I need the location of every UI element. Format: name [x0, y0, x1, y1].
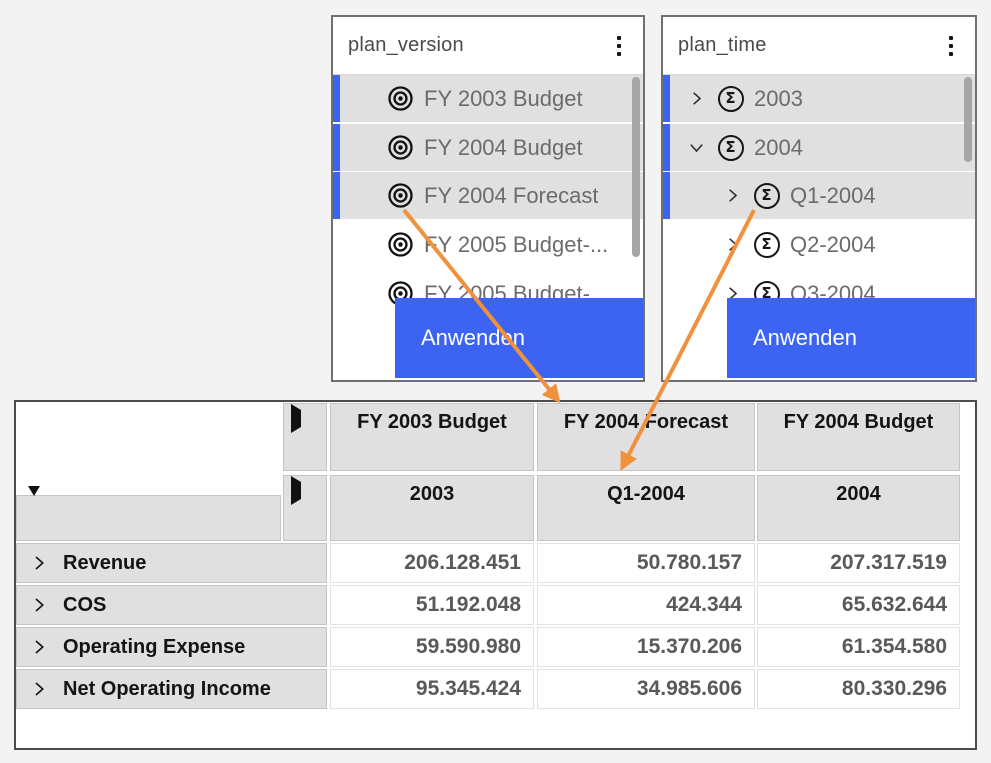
vertical-scrollbar[interactable] [964, 77, 972, 162]
chevron-right-icon [35, 640, 44, 654]
target-member-icon [387, 85, 414, 112]
sigma-rollup-icon: Σ [717, 134, 744, 161]
data-cell[interactable]: 65.632.644 [757, 585, 960, 625]
sigma-rollup-icon: Σ [753, 231, 780, 258]
tree-item-label: FY 2005 Budget-... [424, 231, 609, 257]
chevron-right-icon[interactable] [683, 86, 709, 112]
panel-header: plan_version [333, 17, 643, 75]
tree-item-fy2004-budget[interactable]: FY 2004 Budget [333, 124, 643, 171]
chevron-right-icon [35, 556, 44, 570]
column-subheader[interactable]: 2004 [757, 475, 960, 541]
chevron-spacer [353, 232, 379, 258]
tree-item-label: Q2-2004 [790, 231, 876, 257]
tree-item-label: Q1-2004 [790, 182, 876, 208]
filter-panel-plan-version: plan_version FY 2003 Budget FY 2004 Budg… [331, 15, 645, 382]
column-subheader[interactable]: Q1-2004 [537, 475, 755, 541]
row-label: Net Operating Income [63, 677, 271, 700]
triangle-right-icon [291, 476, 301, 505]
target-member-icon [387, 182, 414, 209]
row-header-revenue[interactable]: Revenue [16, 543, 327, 583]
panel-title: plan_time [678, 34, 767, 56]
tree-item-label: FY 2004 Forecast [424, 182, 599, 208]
tree-item-2003[interactable]: Σ 2003 [663, 75, 975, 122]
row-dimension-cell[interactable] [16, 486, 281, 541]
data-cell[interactable]: 61.354.580 [757, 627, 960, 667]
chevron-down-icon[interactable] [683, 135, 709, 161]
tree-item-label: 2004 [754, 134, 803, 160]
triangle-right-icon [291, 404, 301, 433]
sigma-rollup-icon: Σ [753, 182, 780, 209]
chevron-spacer [353, 183, 379, 209]
column-subheader[interactable]: 2003 [330, 475, 534, 541]
row-header-operating-expense[interactable]: Operating Expense [16, 627, 327, 667]
column-subheader-expander[interactable] [283, 475, 327, 541]
chevron-right-icon [35, 682, 44, 696]
tree-item-q2-2004[interactable]: Σ Q2-2004 [663, 221, 975, 268]
tree-item-fy2004-forecast[interactable]: FY 2004 Forecast [333, 172, 643, 219]
data-cell[interactable]: 95.345.424 [330, 669, 534, 709]
tree-item-fy2003-budget[interactable]: FY 2003 Budget [333, 75, 643, 122]
tree-item-q1-2004[interactable]: Σ Q1-2004 [663, 172, 975, 219]
data-cell[interactable]: 50.780.157 [537, 543, 755, 583]
row-label: Operating Expense [63, 635, 246, 658]
data-cell[interactable]: 207.317.519 [757, 543, 960, 583]
tree-item-label: FY 2003 Budget [424, 85, 583, 111]
data-cell[interactable]: 424.344 [537, 585, 755, 625]
tree-item-label: FY 2004 Budget [424, 134, 583, 160]
data-cell[interactable]: 206.128.451 [330, 543, 534, 583]
kebab-menu-icon[interactable] [613, 32, 625, 60]
panel-title: plan_version [348, 34, 464, 56]
column-header[interactable]: FY 2004 Forecast [537, 403, 755, 471]
row-header-net-operating-income[interactable]: Net Operating Income [16, 669, 327, 709]
data-cell[interactable]: 34.985.606 [537, 669, 755, 709]
chevron-right-icon [35, 598, 44, 612]
target-member-icon [387, 231, 414, 258]
column-header[interactable]: FY 2004 Budget [757, 403, 960, 471]
data-cell[interactable]: 51.192.048 [330, 585, 534, 625]
tree-item-fy2005-budget-1[interactable]: FY 2005 Budget-... [333, 221, 643, 268]
data-cell[interactable]: 59.590.980 [330, 627, 534, 667]
triangle-down-icon [28, 486, 40, 513]
data-grid: FY 2003 Budget FY 2004 Forecast FY 2004 … [14, 400, 977, 750]
chevron-spacer [353, 86, 379, 112]
data-cell[interactable]: 15.370.206 [537, 627, 755, 667]
tree-item-2004[interactable]: Σ 2004 [663, 124, 975, 171]
kebab-menu-icon[interactable] [945, 32, 957, 60]
apply-button[interactable]: Anwenden [395, 298, 643, 378]
target-member-icon [387, 134, 414, 161]
chevron-spacer [353, 281, 379, 307]
data-cell[interactable]: 80.330.296 [757, 669, 960, 709]
chevron-right-icon[interactable] [719, 232, 745, 258]
row-label: Revenue [63, 551, 147, 574]
vertical-scrollbar[interactable] [632, 77, 640, 257]
column-header-expander[interactable] [283, 403, 327, 471]
column-header[interactable]: FY 2003 Budget [330, 403, 534, 471]
chevron-right-icon[interactable] [719, 183, 745, 209]
panel-header: plan_time [663, 17, 975, 75]
filter-panel-plan-time: plan_time Σ 2003 Σ 2004 Σ Q1-2004 [661, 15, 977, 382]
apply-button[interactable]: Anwenden [727, 298, 975, 378]
chevron-spacer [353, 135, 379, 161]
sigma-rollup-icon: Σ [717, 85, 744, 112]
tree-item-label: 2003 [754, 85, 803, 111]
row-header-cos[interactable]: COS [16, 585, 327, 625]
row-label: COS [63, 593, 107, 616]
